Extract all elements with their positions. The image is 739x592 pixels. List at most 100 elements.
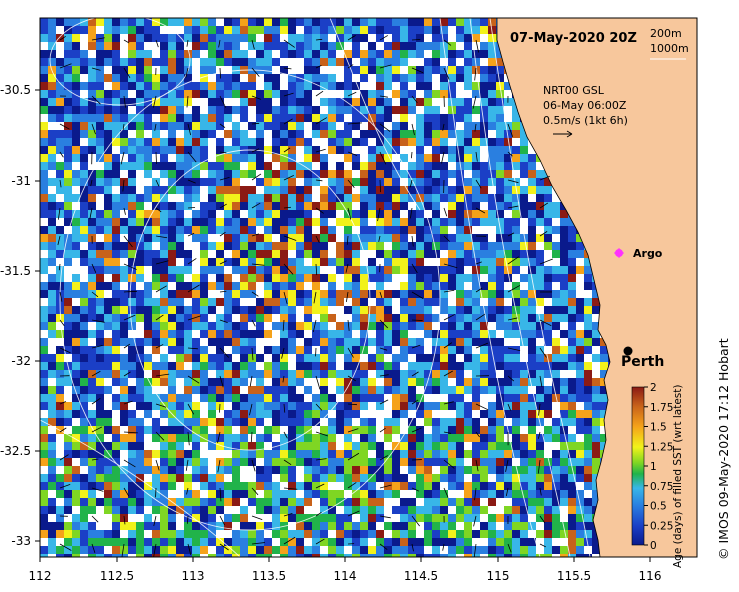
sst-cell (352, 234, 360, 242)
sst-cell (368, 218, 376, 226)
sst-cell (216, 474, 224, 482)
sst-cell (392, 330, 400, 338)
current-arrow (379, 484, 392, 489)
sst-cell (104, 298, 112, 306)
current-arrow (507, 317, 518, 321)
x-tick-label: 112.5 (100, 569, 134, 583)
sst-cell (408, 426, 416, 434)
sst-cell (168, 346, 176, 354)
sst-cell (160, 274, 168, 282)
sst-cell (248, 298, 256, 306)
sst-cell (88, 90, 96, 98)
sst-cell (320, 538, 328, 546)
sst-cell (128, 122, 136, 130)
sst-cell (120, 474, 128, 482)
x-tick-label: 116 (639, 569, 662, 583)
sst-cell (592, 370, 600, 378)
sst-cell (224, 474, 232, 482)
sst-cell (320, 130, 328, 138)
sst-cell (312, 130, 320, 138)
sst-cell (400, 106, 408, 114)
sst-cell (136, 410, 144, 418)
sst-cell (376, 354, 384, 362)
sst-cell (112, 74, 120, 82)
sst-cell (208, 338, 216, 346)
current-scale-arrow (553, 130, 573, 138)
sst-cell (440, 130, 448, 138)
sst-cell (304, 154, 312, 162)
sst-cell (448, 434, 456, 442)
sst-cell (256, 18, 264, 26)
sst-cell (248, 354, 256, 362)
sst-cell (424, 322, 432, 330)
sst-cell (496, 538, 504, 546)
sst-cell (296, 378, 304, 386)
sst-cell (496, 458, 504, 466)
sst-cell (360, 130, 368, 138)
sst-cell (224, 498, 232, 506)
sst-cell (256, 394, 264, 402)
sst-cell (184, 498, 192, 506)
sst-cell (96, 290, 104, 298)
sst-cell (536, 330, 544, 338)
sst-cell (576, 250, 584, 258)
argo-marker-icon (614, 248, 624, 258)
sst-cell (56, 418, 64, 426)
sst-cell (224, 322, 232, 330)
sst-cell (520, 354, 528, 362)
sst-cell (392, 466, 400, 474)
sst-cell (304, 202, 312, 210)
sst-cell (72, 402, 80, 410)
sst-cell (120, 554, 128, 557)
sst-cell (400, 258, 408, 266)
sst-cell (352, 122, 360, 130)
sst-cell (216, 34, 224, 42)
current-arrow (57, 235, 61, 246)
sst-cell (88, 290, 96, 298)
sst-cell (368, 554, 376, 557)
sst-cell (112, 122, 120, 130)
sst-cell (352, 546, 360, 554)
sst-cell (40, 298, 48, 306)
sst-cell (464, 66, 472, 74)
sst-cell (192, 506, 200, 514)
sst-cell (272, 106, 280, 114)
sst-cell (408, 458, 416, 466)
sst-cell (112, 514, 120, 522)
sst-cell (312, 138, 320, 146)
sst-cell (288, 258, 296, 266)
current-arrow (283, 39, 295, 48)
sst-cell (472, 98, 480, 106)
sst-cell (176, 474, 184, 482)
sst-cell (312, 450, 320, 458)
sst-cell (448, 322, 456, 330)
sst-cell (64, 210, 72, 218)
sst-cell (512, 258, 520, 266)
sst-cell (128, 418, 136, 426)
sst-cell (216, 218, 224, 226)
sst-cell (216, 178, 224, 186)
sst-cell (240, 290, 248, 298)
sst-cell (280, 138, 288, 146)
sst-cell (144, 202, 152, 210)
sst-cell (296, 210, 304, 218)
sst-cell (152, 178, 160, 186)
sst-cell (104, 186, 112, 194)
current-arrow (155, 235, 168, 239)
sst-cell (496, 434, 504, 442)
y-tick-label: -32.5 (0, 444, 31, 458)
sst-cell (400, 554, 408, 557)
sst-cell (480, 370, 488, 378)
sst-cell (320, 186, 328, 194)
sst-cell (464, 330, 472, 338)
sst-cell (328, 458, 336, 466)
sst-cell (208, 474, 216, 482)
sst-cell (256, 362, 264, 370)
sst-cell (320, 106, 328, 114)
sst-cell (200, 370, 208, 378)
colorbar-tick-label: 1.25 (650, 441, 673, 453)
sst-cell (600, 442, 608, 450)
sst-cell (480, 290, 488, 298)
sst-cell (456, 290, 464, 298)
current-arrow (475, 151, 478, 162)
